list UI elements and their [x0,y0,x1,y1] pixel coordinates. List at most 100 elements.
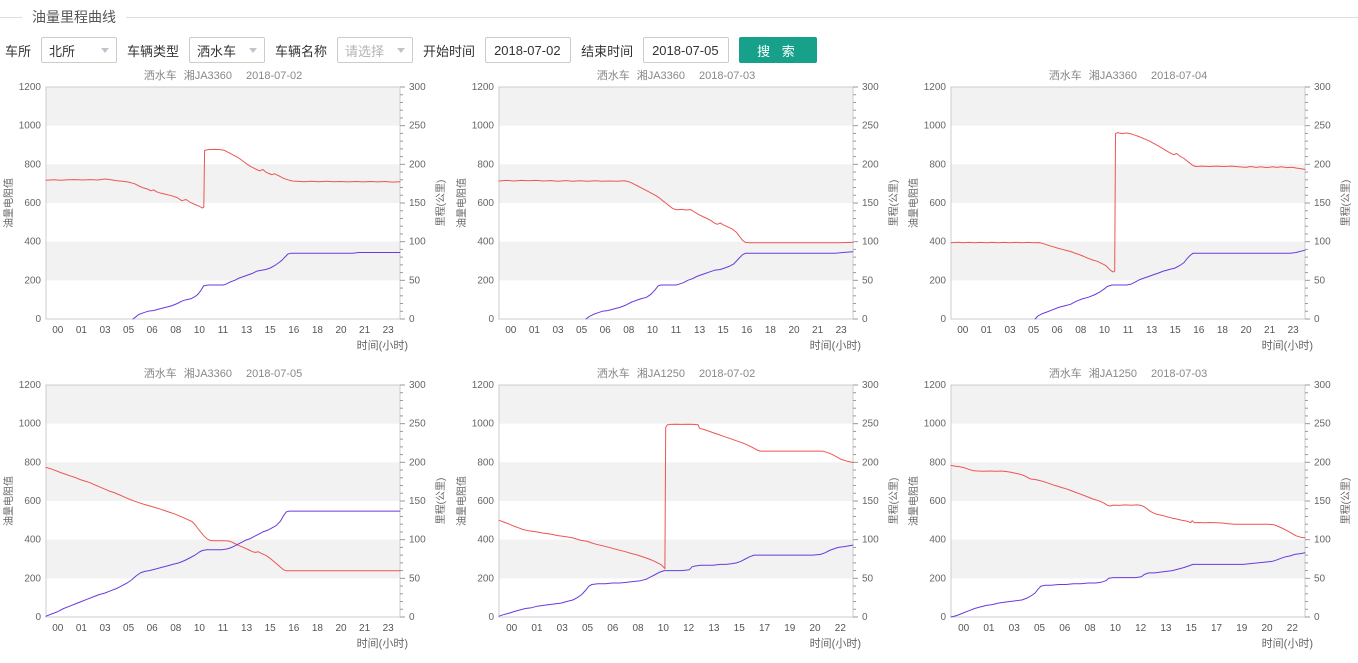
chart-canvas-1[interactable]: 0200400600800100012000501001502002503000… [0,67,452,365]
x-tick-label: 08 [632,623,644,634]
series-fuel-line [950,132,1306,273]
series-fuel-line [498,179,854,244]
x-tick-label: 18 [312,325,324,336]
left-tick-label: 0 [35,612,41,623]
x-tick-label: 10 [1110,623,1122,634]
left-tick-label: 400 [24,535,41,546]
grid-band [498,87,853,126]
chart-canvas-4[interactable]: 0200400600800100012000501001502002503000… [0,365,452,663]
x-tick-label: 08 [170,325,182,336]
x-axis-name: 时间(小时) [357,637,408,650]
x-tick-label: 16 [1194,325,1206,336]
grid-band [46,385,400,424]
page-title: 油量里程曲线 [32,9,116,25]
x-tick-label: 15 [1186,623,1198,634]
series-fuel-line [45,148,401,209]
x-tick-label: 06 [1052,325,1064,336]
right-axis-name: 里程(公里) [888,478,900,525]
left-tick-label: 1200 [471,380,494,391]
x-tick-label: 20 [1262,623,1274,634]
series-mileage-line [950,552,1306,618]
series-mileage-line [1034,249,1306,320]
chart-title: 洒水车 湘JA3360 2018-07-02 [144,68,303,82]
x-tick-label: 12 [1135,623,1147,634]
x-tick-label: 08 [170,623,182,634]
x-tick-label: 17 [759,623,771,634]
right-tick-label: 250 [862,121,879,132]
x-tick-label: 00 [506,623,518,634]
right-axis-name: 里程(公里) [1340,478,1352,525]
right-tick-label: 50 [409,275,421,286]
x-tick-label: 08 [1076,325,1088,336]
left-tick-label: 1200 [471,82,494,93]
chart-cell-3: 0 200 400 600 800 1000 1200 0 50 100 150 200 250 300 0… [905,67,1357,365]
x-tick-label: 01 [76,325,88,336]
left-tick-label: 200 [477,275,494,286]
x-tick-label: 13 [241,325,253,336]
right-tick-label: 150 [1314,496,1331,507]
end-time-input[interactable] [643,37,730,63]
x-tick-label: 13 [241,623,253,634]
station-select[interactable]: 北所 [41,37,118,63]
grid-band [951,164,1306,203]
x-tick-label: 08 [623,325,635,336]
right-tick-label: 150 [409,198,426,209]
chart-canvas-2[interactable]: 0200400600800100012000501001502002503000… [453,67,905,365]
chart-cell-5: 0 200 400 600 800 1000 1200 0 50 100 150 200 250 300 0… [453,365,905,663]
left-tick-label: 1000 [19,121,42,132]
right-tick-label: 150 [409,496,426,507]
x-tick-label: 11 [1123,325,1134,336]
right-tick-label: 250 [862,419,879,430]
vehicle-type-select[interactable]: 洒水车 [189,37,266,63]
right-tick-label: 0 [1314,314,1320,325]
chart-canvas-5[interactable]: 0200400600800100012000501001502002503000… [453,365,905,663]
grid-band [498,385,853,424]
x-tick-label: 08 [1085,623,1097,634]
left-tick-label: 1000 [924,121,947,132]
vehicle-name-select[interactable]: 请选择 [337,37,414,63]
x-tick-label: 21 [359,623,371,634]
x-tick-label: 18 [1217,325,1229,336]
left-tick-label: 600 [24,198,41,209]
x-tick-label: 16 [288,325,300,336]
x-tick-label: 19 [784,623,796,634]
chart-canvas-6[interactable]: 0200400600800100012000501001502002503000… [905,365,1357,663]
x-tick-label: 03 [1009,623,1021,634]
series-mileage-line [132,252,401,320]
series-fuel-line [45,466,401,572]
x-tick-label: 20 [335,623,347,634]
left-tick-label: 200 [24,275,41,286]
end-time-label: 结束时间 [581,43,634,59]
chart-cell-6: 0 200 400 600 800 1000 1200 0 50 100 150 200 250 300 0… [905,365,1357,663]
grid-band [951,241,1306,281]
x-tick-label: 23 [835,325,847,336]
right-tick-label: 300 [1314,82,1331,93]
left-axis-name: 油量电阻值 [455,476,468,526]
x-tick-label: 16 [288,623,300,634]
left-tick-label: 800 [24,457,41,468]
search-button[interactable]: 搜 索 [739,37,817,63]
right-tick-label: 100 [862,237,879,248]
right-tick-label: 50 [1314,573,1326,584]
x-tick-label: 15 [1170,325,1182,336]
left-tick-label: 800 [930,159,947,170]
x-tick-label: 05 [576,325,588,336]
chart-title: 洒水车 湘JA1250 2018-07-02 [596,366,755,380]
left-tick-label: 200 [477,573,494,584]
right-tick-label: 0 [409,612,415,623]
x-tick-label: 17 [1211,623,1223,634]
right-tick-label: 200 [862,457,879,468]
chart-canvas-3[interactable]: 0200400600800100012000501001502002503000… [905,67,1357,365]
right-tick-label: 0 [862,612,868,623]
right-axis-name: 里程(公里) [1340,180,1352,227]
x-tick-label: 18 [312,623,324,634]
station-select-value: 北所 [49,43,76,59]
start-time-input[interactable] [485,37,572,63]
x-tick-label: 23 [1288,325,1300,336]
left-axis-name: 油量电阻值 [907,178,920,228]
x-tick-label: 12 [683,623,695,634]
right-tick-label: 200 [409,457,426,468]
right-tick-label: 300 [409,82,426,93]
left-tick-label: 1000 [471,121,494,132]
x-tick-label: 10 [194,325,206,336]
